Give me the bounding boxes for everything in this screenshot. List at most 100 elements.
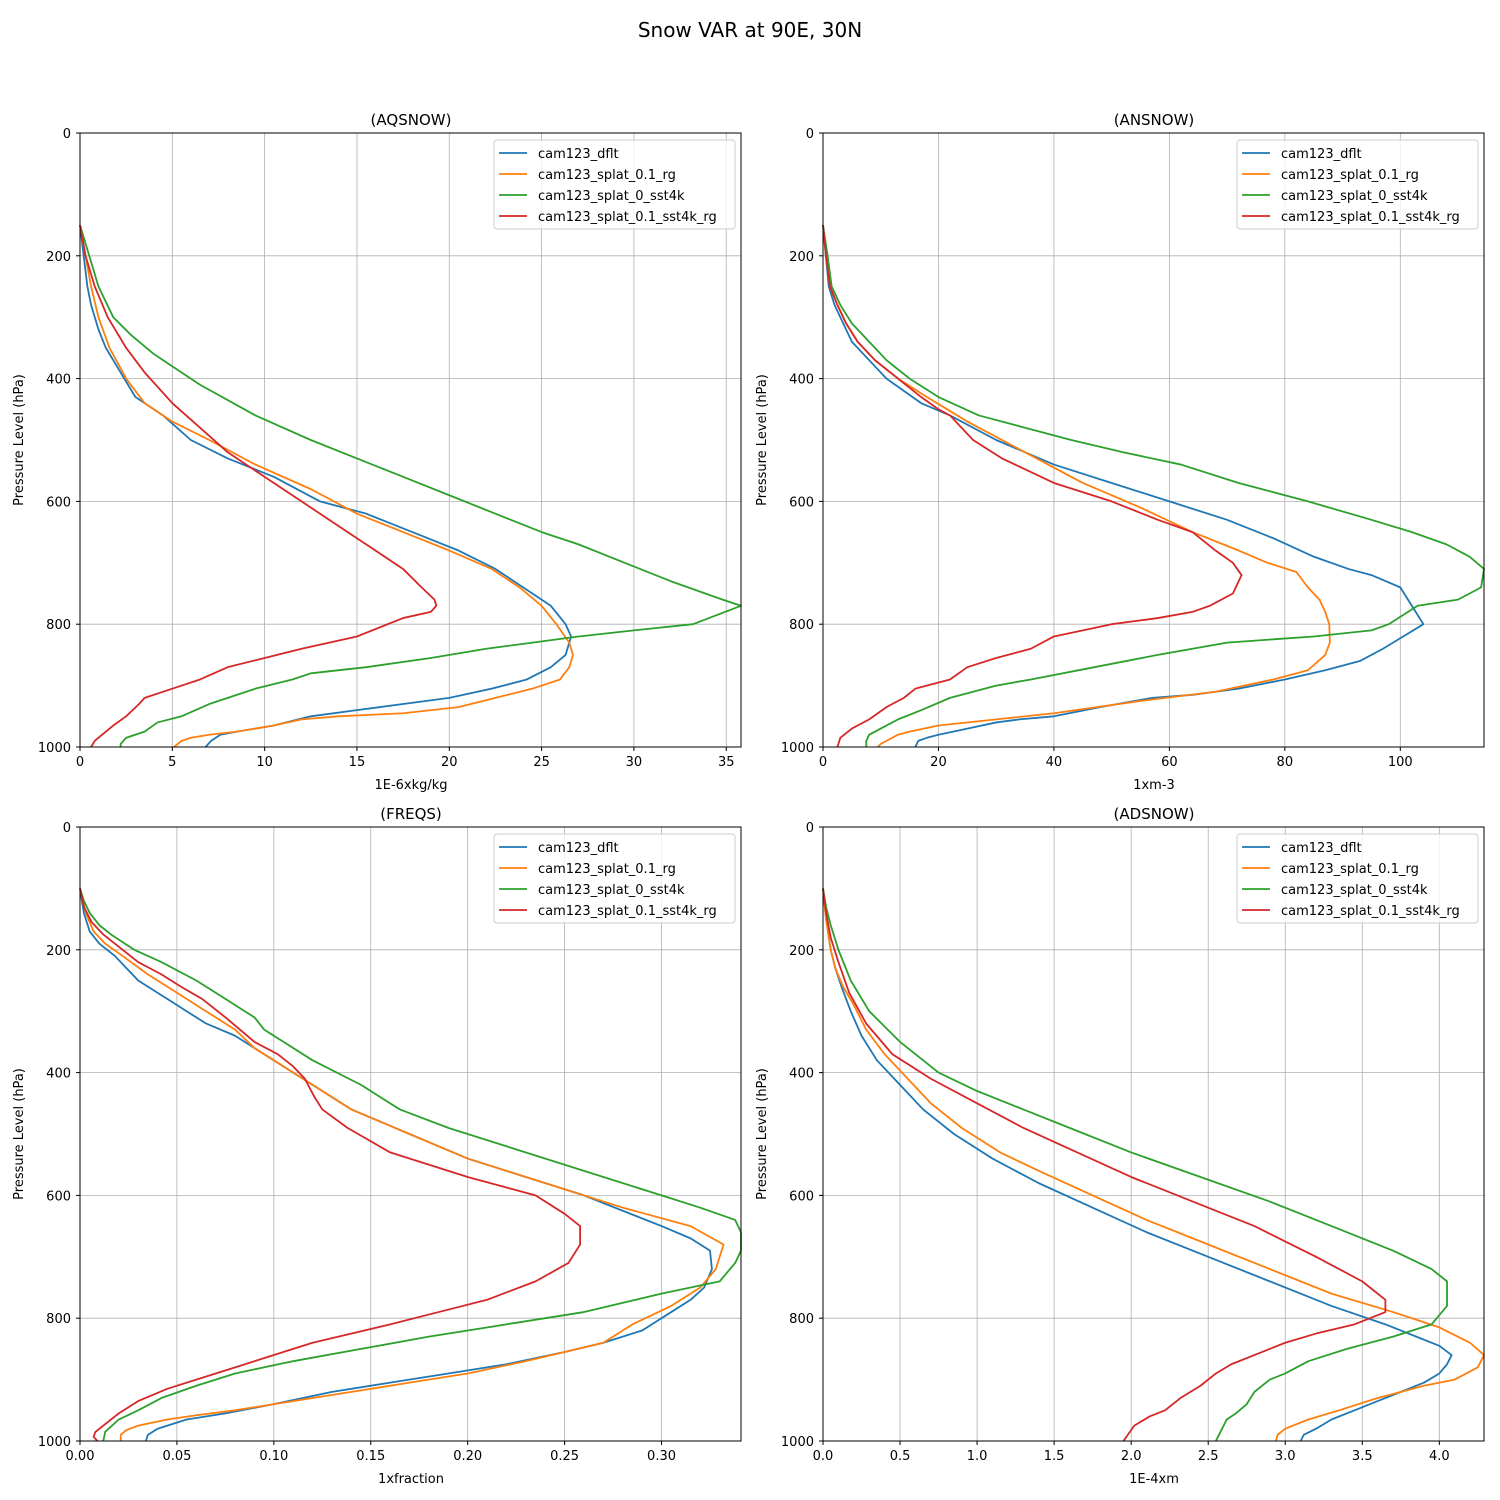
x-tick-label: 0.0 <box>813 1449 834 1464</box>
x-tick-label: 5 <box>168 755 176 770</box>
axes-frame <box>79 826 742 1442</box>
series-line-cam123_splat_0_sst4k <box>822 888 1448 1442</box>
y-tick-label: 1000 <box>781 741 814 756</box>
legend-label: cam123_splat_0.1_sst4k_rg <box>538 904 717 919</box>
series-line-cam123_dflt <box>79 888 713 1442</box>
x-tick-label: 3.0 <box>1275 1449 1296 1464</box>
x-tick-label: 25 <box>533 755 550 770</box>
series-line-cam123_splat_0.1_rg <box>79 224 574 748</box>
x-axis-label: 1xfraction <box>378 1472 444 1487</box>
y-tick-label: 400 <box>46 373 71 388</box>
x-tick-label: 0.00 <box>66 1449 95 1464</box>
legend-label: cam123_dflt <box>1281 841 1362 856</box>
legend: cam123_dflt cam123_splat_0.1_rg cam123_spl… <box>493 833 736 924</box>
panel-freqs: (FREQS) 1xfraction Pressure Level (hPa) … <box>12 805 742 1487</box>
y-tick-label: 400 <box>789 373 814 388</box>
panel-ansnow: (ANSNOW) 1xm-3 Pressure Level (hPa) 0 20 4… <box>755 111 1485 793</box>
x-tick-label: 0.15 <box>356 1449 385 1464</box>
y-tick-label: 0 <box>63 821 71 836</box>
series-line-cam123_splat_0_sst4k <box>79 888 742 1442</box>
y-axis-label: Pressure Level (hPa) <box>755 374 770 506</box>
x-tick-label: 30 <box>626 755 643 770</box>
legend-label: cam123_splat_0.1_rg <box>538 862 676 877</box>
y-tick-label: 1000 <box>38 1435 71 1450</box>
y-axis-label: Pressure Level (hPa) <box>755 1068 770 1200</box>
y-tick-label: 800 <box>46 1312 71 1327</box>
series-line-cam123_dflt <box>822 225 1425 748</box>
y-axis-label: Pressure Level (hPa) <box>12 1068 27 1200</box>
panel-title: (ANSNOW) <box>1114 111 1195 129</box>
y-tick-label: 1000 <box>781 1435 814 1450</box>
x-tick-label: 0.30 <box>647 1449 676 1464</box>
x-tick-label: 0.5 <box>890 1449 911 1464</box>
legend-box <box>1236 833 1479 924</box>
y-tick-label: 600 <box>789 495 814 510</box>
legend-label: cam123_splat_0_sst4k <box>538 189 685 204</box>
y-tick-label: 200 <box>46 944 71 959</box>
series-line-cam123_splat_0_sst4k <box>79 224 742 747</box>
series-line-cam123_splat_0.1_rg <box>822 888 1485 1442</box>
panel-aqsnow: (AQSNOW) 1E-6xkg/kg Pressure Level (hPa)… <box>12 111 742 793</box>
x-tick-label: 0.25 <box>550 1449 579 1464</box>
series-line-cam123_splat_0.1_sst4k_rg <box>822 888 1387 1442</box>
x-tick-label: 2.0 <box>1121 1449 1142 1464</box>
legend-label: cam123_splat_0.1_sst4k_rg <box>538 210 717 225</box>
x-axis-label: 1E-6xkg/kg <box>374 778 447 793</box>
x-tick-label: 1.5 <box>1044 1449 1065 1464</box>
figure-title: Snow VAR at 90E, 30N <box>638 18 862 42</box>
y-tick-label: 0 <box>63 127 71 142</box>
y-tick-label: 800 <box>789 1312 814 1327</box>
legend-label: cam123_splat_0.1_rg <box>538 168 676 183</box>
y-tick-label: 600 <box>46 1189 71 1204</box>
legend-label: cam123_splat_0_sst4k <box>538 883 685 898</box>
x-tick-label: 0.05 <box>162 1449 191 1464</box>
x-tick-label: 0.10 <box>259 1449 288 1464</box>
legend-label: cam123_splat_0.1_sst4k_rg <box>1281 904 1460 919</box>
series-line-cam123_dflt <box>822 888 1453 1442</box>
legend-label: cam123_dflt <box>538 147 619 162</box>
y-tick-label: 1000 <box>38 741 71 756</box>
series-line-cam123_splat_0.1_sst4k_rg <box>79 224 438 748</box>
axes-frame <box>822 132 1485 748</box>
x-tick-label: 3.5 <box>1352 1449 1373 1464</box>
legend-label: cam123_splat_0_sst4k <box>1281 883 1428 898</box>
y-tick-label: 600 <box>46 495 71 510</box>
y-tick-label: 800 <box>46 618 71 633</box>
legend-box <box>493 139 736 230</box>
x-tick-label: 2.5 <box>1198 1449 1219 1464</box>
panel-title: (AQSNOW) <box>371 111 452 129</box>
legend-label: cam123_dflt <box>538 841 619 856</box>
x-tick-label: 40 <box>1046 755 1063 770</box>
y-tick-label: 200 <box>46 250 71 265</box>
x-axis-label: 1E-4xm <box>1129 1472 1179 1487</box>
legend: cam123_dflt cam123_splat_0.1_rg cam123_spl… <box>1236 139 1479 230</box>
legend: cam123_dflt cam123_splat_0.1_rg cam123_spl… <box>1236 833 1479 924</box>
y-tick-label: 200 <box>789 250 814 265</box>
series-line-cam123_splat_0.1_sst4k_rg <box>79 888 582 1442</box>
x-tick-label: 15 <box>349 755 366 770</box>
legend-box <box>493 833 736 924</box>
x-tick-label: 0 <box>76 755 84 770</box>
legend-box <box>1236 139 1479 230</box>
x-tick-label: 0.20 <box>453 1449 482 1464</box>
y-axis-label: Pressure Level (hPa) <box>12 374 27 506</box>
y-tick-label: 200 <box>789 944 814 959</box>
legend-label: cam123_splat_0.1_sst4k_rg <box>1281 210 1460 225</box>
y-tick-label: 800 <box>789 618 814 633</box>
y-tick-label: 400 <box>789 1067 814 1082</box>
y-tick-label: 400 <box>46 1067 71 1082</box>
series-line-cam123_splat_0.1_rg <box>79 888 725 1441</box>
axes-frame <box>79 132 742 748</box>
x-tick-label: 60 <box>1161 755 1178 770</box>
x-tick-label: 80 <box>1277 755 1294 770</box>
x-tick-label: 0 <box>819 755 827 770</box>
legend-label: cam123_dflt <box>1281 147 1362 162</box>
legend: cam123_dflt cam123_splat_0.1_rg cam123_spl… <box>493 139 736 230</box>
panel-title: (FREQS) <box>380 805 442 823</box>
series-line-cam123_splat_0_sst4k <box>822 224 1485 747</box>
axes-frame <box>822 826 1485 1442</box>
y-tick-label: 0 <box>806 821 814 836</box>
x-tick-label: 20 <box>441 755 458 770</box>
x-tick-label: 35 <box>718 755 735 770</box>
